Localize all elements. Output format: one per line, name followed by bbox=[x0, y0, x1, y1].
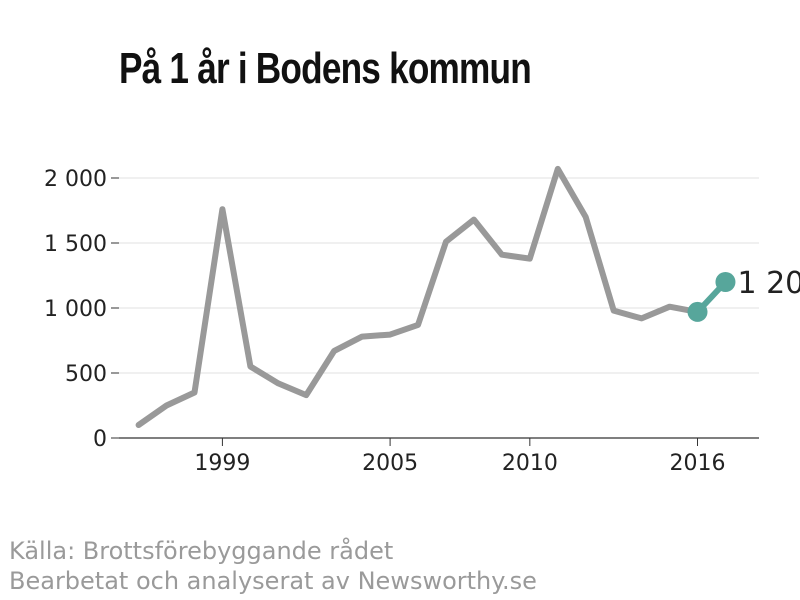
y-tick-label: 0 bbox=[93, 427, 107, 452]
data-point-marker bbox=[715, 272, 736, 292]
chart-title: På 1 år i Bodens kommun bbox=[119, 44, 532, 93]
x-tick-label: 2005 bbox=[362, 451, 418, 476]
source-note: Källa: Brottsförebyggande rådet Bearbeta… bbox=[9, 536, 537, 596]
x-tick-label: 2016 bbox=[670, 451, 726, 476]
axes: 0 500 1 000 1 500 2 000 1999 2005 2010 2016 bbox=[44, 167, 759, 476]
y-tick-label: 1 000 bbox=[44, 297, 107, 322]
source-line-2: Bearbetat och analyserat av Newsworthy.s… bbox=[9, 567, 537, 595]
y-tick-label: 2 000 bbox=[44, 167, 107, 192]
data-labels: 1 200 bbox=[737, 266, 800, 301]
data-label: 1 200 bbox=[737, 266, 800, 301]
y-tick-label: 1 500 bbox=[44, 232, 107, 257]
series bbox=[135, 165, 736, 428]
x-tick-label: 2010 bbox=[502, 451, 558, 476]
y-tick-label: 500 bbox=[65, 362, 107, 387]
source-line-1: Källa: Brottsförebyggande rådet bbox=[9, 537, 394, 565]
series-line-0 bbox=[135, 165, 701, 428]
data-point-marker bbox=[687, 301, 708, 322]
x-tick-label: 1999 bbox=[194, 451, 250, 476]
